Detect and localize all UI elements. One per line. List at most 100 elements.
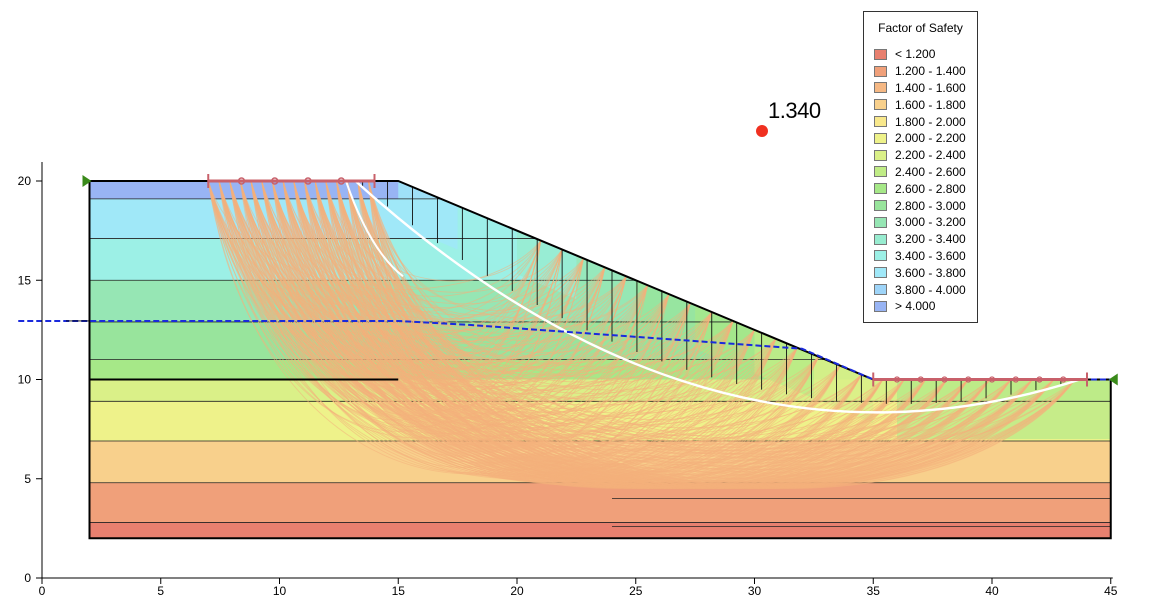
y-tick-label: 20 [18,174,32,188]
slip-surface [357,181,798,424]
legend-swatch [874,149,887,161]
slip-surface [368,181,1055,459]
slip-surface [368,181,563,408]
legend-swatch [874,132,887,144]
exit-marker [893,376,901,383]
slip-surface [368,181,627,410]
legend-swatch [874,200,887,212]
slip-surface [357,181,1033,471]
legend-label: 2.200 - 2.400 [895,148,966,163]
slip-surface [336,181,713,476]
legend-swatch [874,82,887,94]
slip-surface [336,181,798,483]
legend-row: < 1.200 [874,46,966,63]
x-tick-label: 0 [39,584,46,598]
legend-row: 1.600 - 1.800 [874,96,966,113]
slip-surface [325,181,606,430]
slip-surface [282,181,734,478]
slip-surface [368,181,862,488]
slip-surface [282,181,649,453]
legend-row: 3.000 - 3.200 [874,214,966,231]
legend-label: 3.200 - 3.400 [895,232,966,247]
legend-title: Factor of Safety [878,21,963,35]
legend-label: > 4.000 [895,299,936,314]
contour-band [517,230,577,300]
exit-marker [965,376,972,383]
slip-surface [325,181,670,433]
slip-surface [239,181,777,481]
slip-surface [368,181,649,460]
contour-band [89,522,1111,539]
legend-row: 2.200 - 2.400 [874,147,966,164]
x-tick-label: 10 [273,584,287,598]
legend-label: 1.800 - 2.000 [895,114,966,129]
slip-surface [368,181,1076,489]
legend-label: < 1.200 [895,47,936,62]
slip-surface [336,181,563,423]
legend-swatch [874,166,887,178]
slip-surface [368,181,798,483]
legend-label: 3.800 - 4.000 [895,282,966,297]
exit-marker [1036,376,1043,383]
exit-marker [917,376,924,383]
slip-surface [346,181,734,474]
x-tick-label: 35 [867,584,881,598]
legend-swatch [874,65,887,77]
slip-surface [368,181,713,462]
slip-surface [357,181,1012,489]
legend-row: 2.600 - 2.800 [874,180,966,197]
slip-surface [282,181,563,401]
y-tick-label: 15 [18,273,32,287]
legend-row: 3.400 - 3.600 [874,248,966,265]
legend-label: 3.400 - 3.600 [895,248,966,263]
legend-swatch [874,284,887,296]
legend-label: 1.600 - 1.800 [895,97,966,112]
x-tick-label: 20 [510,584,524,598]
y-tick-label: 5 [24,472,31,486]
left-boundary-triangle [82,175,92,187]
slip-surface [325,181,691,475]
slip-surface [368,181,1033,489]
legend-swatch [874,267,887,279]
slip-surface [346,181,713,424]
legend-row: 2.800 - 3.000 [874,197,966,214]
entry-marker [237,177,246,185]
x-tick-label: 5 [157,584,164,598]
slip-surface [346,181,670,471]
slip-surfaces [207,181,1076,489]
legend-label: 3.000 - 3.200 [895,215,966,230]
legend-swatch [874,216,887,228]
x-tick-label: 40 [985,584,999,598]
legend-row: 3.600 - 3.800 [874,264,966,281]
slip-surface [368,181,841,469]
right-boundary-triangle [1108,373,1118,386]
x-tick-label: 15 [392,584,406,598]
slip-surface [239,181,691,475]
slip-surface [357,181,542,412]
contour-band [398,181,458,250]
y-tick-label: 0 [24,571,31,585]
legend-swatch [874,48,887,60]
legend-swatch [874,300,887,312]
critical-slip-circle-upper [345,181,404,278]
legend-swatch [874,233,887,245]
slip-surface [357,181,649,368]
legend-swatch [874,250,887,262]
x-tick-label: 45 [1104,584,1118,598]
slip-surface [368,181,777,465]
contour-band [635,280,696,349]
slip-surface [271,181,627,457]
legend-label: 1.200 - 1.400 [895,64,966,79]
legend-row: 1.800 - 2.000 [874,113,966,130]
slip-surface [336,181,627,426]
x-tick-label: 25 [629,584,643,598]
legend-row: 1.400 - 1.600 [874,80,966,97]
slip-surface [303,181,627,441]
slip-surface [229,181,734,478]
fos-legend: Factor of Safety < 1.200 1.200 - 1.400 1.4… [863,11,978,323]
contour-band [89,482,1111,523]
slip-center-dot [756,125,768,137]
legend-label: 2.600 - 2.800 [895,181,966,196]
legend-swatch [874,99,887,111]
